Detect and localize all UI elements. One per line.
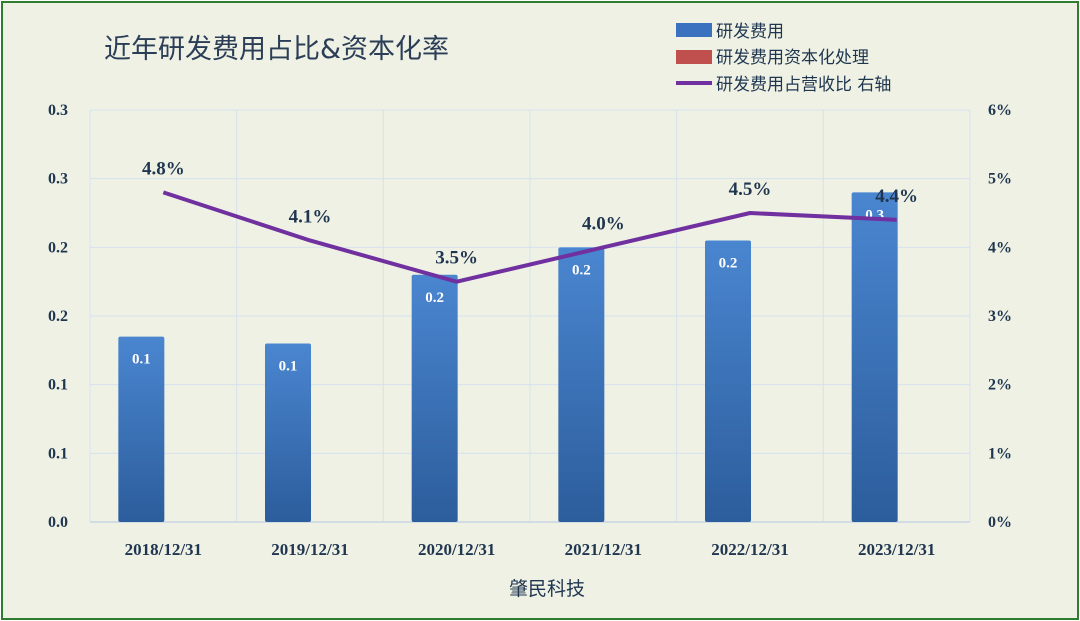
left-tick-label: 0.1 [48, 445, 68, 462]
left-axis-ticks: 0.0 0.1 0.1 0.2 0.2 0.3 0.3 [48, 102, 68, 531]
x-tick-label: 2021/12/31 [565, 540, 642, 559]
line-value-label: 3.5% [435, 248, 478, 269]
left-tick-label: 0.3 [48, 102, 68, 119]
right-tick-label: 4% [988, 239, 1012, 256]
right-tick-label: 1% [988, 445, 1012, 462]
ratio-line: 4.8% 4.1% 3.5% 4.0% 4.5% 4.4% [142, 158, 918, 284]
bars: 0.1 0.10.20.2 0.20.3 [118, 192, 898, 523]
left-tick-label: 0.3 [48, 171, 68, 188]
right-tick-label: 5% [988, 171, 1012, 188]
left-tick-label: 0.2 [48, 308, 68, 325]
right-axis-ticks: 0% 1% 2% 3% 4% 5% 6% [988, 102, 1012, 531]
bar-rd-expense [411, 274, 458, 522]
ratio-line-path [162, 190, 897, 284]
x-tick-label: 2023/12/31 [858, 540, 935, 559]
legend-swatch-capitalization [676, 50, 712, 64]
left-tick-label: 0.2 [48, 239, 68, 256]
bar-value-label: 0.2 [719, 255, 738, 271]
x-tick-label: 2019/12/31 [271, 540, 348, 559]
line-value-label: 4.4% [875, 186, 918, 207]
right-tick-label: 3% [988, 308, 1012, 325]
left-tick-label: 0.1 [48, 377, 68, 394]
left-tick-label: 0.0 [48, 514, 68, 531]
line-value-label: 4.5% [729, 179, 772, 200]
right-tick-label: 6% [988, 102, 1012, 119]
line-value-label: 4.0% [582, 213, 625, 234]
x-axis-label: 肇民科技 [509, 578, 585, 600]
gridlines [89, 109, 971, 523]
line-value-label: 4.8% [142, 158, 185, 179]
bar-rd-expense [851, 192, 898, 522]
right-tick-label: 2% [988, 377, 1012, 394]
legend-label-rd-expense: 研发费用 [716, 22, 784, 42]
bar-value-label: 0.2 [572, 262, 591, 278]
legend-label-capitalization: 研发费用资本化处理 [716, 48, 869, 68]
x-axis-ticks: 2018/12/31 2019/12/31 2020/12/31 2021/12/31… [125, 540, 936, 559]
line-value-label: 4.1% [289, 206, 332, 227]
legend-label-ratio: 研发费用占营收比 右轴 [716, 75, 891, 95]
bar-rd-expense [705, 240, 751, 522]
bar-rd-expense [265, 343, 311, 522]
legend-swatch-rd-expense [676, 23, 712, 37]
chart-title: 近年研发费用占比&资本化率 [104, 34, 449, 65]
bar-rd-expense [558, 247, 605, 523]
bar-rd-expense [118, 336, 165, 522]
right-tick-label: 0% [988, 514, 1012, 531]
x-tick-label: 2018/12/31 [125, 540, 202, 559]
bar-value-label: 0.1 [279, 358, 298, 374]
bar-value-label: 0.2 [425, 290, 444, 306]
legend: 研发费用 研发费用资本化处理 研发费用占营收比 右轴 [676, 22, 891, 95]
x-tick-label: 2020/12/31 [418, 540, 495, 559]
x-tick-label: 2022/12/31 [711, 540, 788, 559]
bar-value-label: 0.1 [132, 352, 151, 368]
